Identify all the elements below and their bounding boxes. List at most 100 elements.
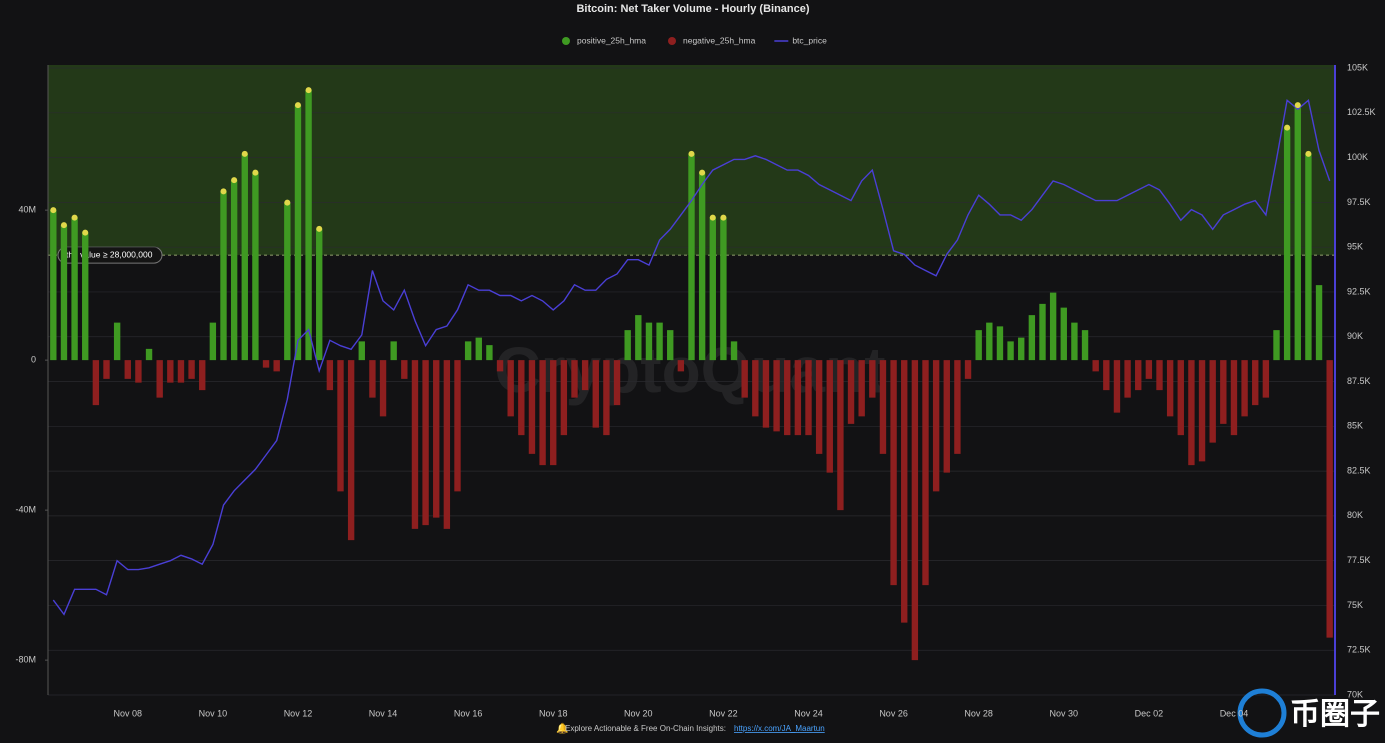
x-tick-label: Nov 14 — [369, 708, 398, 718]
bar — [50, 210, 57, 361]
threshold-marker — [294, 102, 301, 109]
bar — [709, 217, 716, 361]
bar — [241, 153, 248, 361]
bar — [273, 360, 280, 372]
bar — [1145, 360, 1153, 379]
bar — [199, 360, 206, 391]
bar — [858, 360, 865, 417]
bar — [454, 360, 461, 492]
bar — [230, 180, 238, 361]
legend-swatch — [562, 37, 570, 45]
bar — [1018, 337, 1025, 361]
x-tick-label: Nov 10 — [199, 708, 228, 718]
bar — [837, 360, 844, 511]
bar — [656, 322, 663, 361]
threshold-marker — [720, 214, 727, 221]
bar — [167, 360, 174, 383]
logo-text: 币圈子 — [1290, 698, 1380, 731]
bar — [1166, 360, 1174, 417]
bar — [71, 217, 78, 361]
threshold-marker — [252, 169, 259, 176]
bar — [592, 360, 599, 428]
y2-tick-label: 100K — [1347, 152, 1368, 162]
y-tick-label: 40M — [18, 205, 36, 215]
bar — [1007, 341, 1014, 361]
bar — [347, 360, 355, 541]
bar — [358, 341, 365, 361]
bar — [262, 360, 270, 368]
x-tick-label: Nov 12 — [284, 708, 313, 718]
bar — [624, 330, 631, 361]
bar — [688, 153, 695, 361]
threshold-marker — [1284, 124, 1291, 131]
y2-tick-label: 95K — [1347, 242, 1363, 252]
bar — [401, 360, 408, 379]
y2-tick-label: 77.5K — [1347, 555, 1371, 565]
bar — [124, 360, 131, 379]
threshold-marker — [284, 199, 291, 206]
y-tick-label: 0 — [31, 355, 36, 365]
bar — [1315, 285, 1323, 361]
bar — [1071, 322, 1078, 361]
bell-icon: 🔔 — [556, 723, 568, 735]
bar — [879, 360, 887, 454]
bar — [762, 360, 770, 428]
bar — [379, 360, 387, 417]
bar — [613, 360, 621, 406]
x-tick-label: Nov 30 — [1050, 708, 1079, 718]
bar — [1209, 360, 1216, 443]
threshold-marker — [50, 207, 57, 214]
bar — [922, 360, 929, 586]
bar — [698, 172, 706, 361]
bar — [730, 341, 738, 361]
bar — [1103, 360, 1110, 391]
bar — [326, 360, 334, 391]
bar — [60, 225, 68, 361]
bar — [1241, 360, 1248, 417]
bar — [1060, 307, 1067, 361]
footer-link[interactable]: https://x.com/JA_Maartun — [734, 724, 825, 733]
bar — [677, 360, 685, 372]
y2-tick-label: 70K — [1347, 689, 1363, 699]
bar — [1230, 360, 1238, 436]
bar — [784, 360, 791, 436]
threshold-marker — [231, 177, 238, 184]
bar — [720, 217, 727, 361]
threshold-marker — [1305, 150, 1312, 157]
bar — [847, 360, 855, 424]
threshold-marker — [305, 87, 312, 94]
threshold-marker — [699, 169, 706, 176]
x-tick-label: Nov 08 — [114, 708, 143, 718]
bar — [156, 360, 163, 398]
bar — [571, 360, 578, 398]
bar — [305, 90, 312, 361]
bar — [252, 172, 259, 361]
bar — [92, 360, 100, 406]
bar — [294, 105, 302, 361]
bar — [581, 360, 589, 391]
bar — [518, 360, 525, 436]
x-tick-label: Nov 20 — [624, 708, 653, 718]
y2-tick-label: 97.5K — [1347, 197, 1371, 207]
threshold-marker — [71, 214, 78, 221]
bar — [1028, 315, 1036, 361]
bar — [1156, 360, 1163, 391]
bar — [1294, 105, 1301, 361]
bar — [1305, 153, 1312, 361]
bar — [135, 360, 142, 383]
bar — [954, 360, 961, 454]
y2-tick-label: 105K — [1347, 62, 1368, 72]
y2-tick-label: 87.5K — [1347, 376, 1371, 386]
bar — [752, 360, 759, 417]
x-tick-label: Dec 04 — [1220, 708, 1249, 718]
bar — [1135, 360, 1142, 391]
bar — [975, 330, 982, 361]
y2-tick-label: 75K — [1347, 600, 1363, 610]
bar — [1049, 292, 1057, 361]
legend-label: negative_25h_hma — [683, 35, 756, 45]
x-tick-label: Nov 24 — [794, 708, 823, 718]
bar — [645, 322, 653, 361]
logo-icon — [1237, 688, 1287, 738]
y2-tick-label: 82.5K — [1347, 465, 1371, 475]
